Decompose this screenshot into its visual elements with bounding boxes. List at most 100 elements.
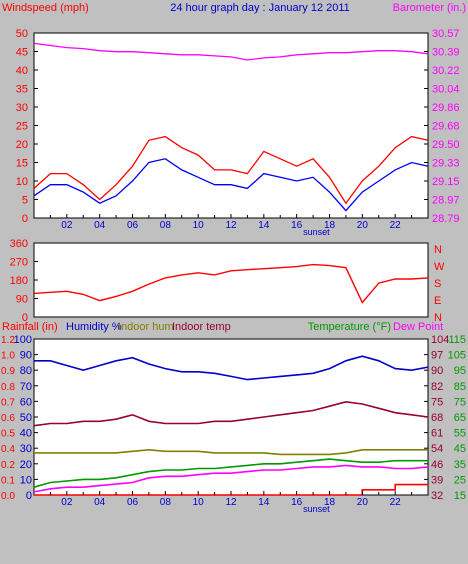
indoor-temp-tick-label: 82: [431, 381, 443, 393]
x-tick-label: 06: [127, 220, 139, 231]
compass-label: N: [434, 244, 442, 256]
rain-tick-label: 0.5: [1, 429, 15, 440]
direction-tick-label: 180: [10, 275, 28, 287]
indoor-temp-tick-label: 97: [431, 350, 443, 362]
x-tick-label: 08: [160, 497, 172, 508]
humidity-tick-label: 50: [20, 412, 32, 424]
indoor-temp-tick-label: 32: [431, 490, 443, 502]
barometer-tick-label: 30.04: [432, 84, 460, 96]
x-tick-label: 14: [258, 497, 270, 508]
barometer-line: [33, 42, 429, 61]
rain-tick-label: 0.7: [1, 397, 15, 408]
rain-tick-label: 0.8: [1, 382, 15, 393]
sunset-annotation: sunset: [303, 227, 330, 237]
direction-tick-label: 0: [22, 312, 28, 324]
indoor-humidity-line: [34, 448, 428, 456]
humidity-tick-label: 40: [20, 428, 32, 440]
humidity-tick-label: 10: [20, 474, 32, 486]
x-tick-label: 22: [390, 497, 402, 508]
x-tick-label: 06: [127, 497, 139, 508]
dew-point-line: [33, 464, 429, 493]
temperature-tick-label: 105: [448, 350, 466, 362]
x-tick-label: 16: [291, 220, 303, 231]
indoor-temp-tick-label: 104: [431, 334, 449, 346]
chart-title: 24 hour graph day : January 12 2011: [170, 2, 350, 14]
windspeed-tick-label: 35: [16, 84, 28, 96]
windspeed-average-line: [33, 158, 429, 212]
plot-area: [33, 32, 429, 219]
x-tick-label: 16: [291, 497, 303, 508]
temperature-line: [33, 458, 428, 488]
x-tick-label: 04: [94, 220, 106, 231]
temperature-tick-label: 25: [454, 474, 466, 486]
temperature-tick-label: 85: [454, 381, 466, 393]
humidity-tick-label: 60: [20, 396, 32, 408]
x-tick-label: 10: [193, 497, 205, 508]
windspeed-tick-label: 50: [16, 28, 28, 40]
x-tick-label: 02: [61, 497, 73, 508]
barometer-tick-label: 28.79: [432, 213, 460, 225]
x-tick-label: 10: [193, 220, 205, 231]
x-tick-label: 14: [258, 220, 270, 231]
x-tick-label: 22: [390, 220, 402, 231]
legend-indoor-hum: Indoor hum: [118, 321, 174, 333]
barometer-tick-label: 29.15: [432, 176, 460, 188]
barometer-tick-label: 29.33: [432, 158, 460, 170]
temperature-tick-label: 75: [454, 396, 466, 408]
compass-label: S: [434, 278, 441, 290]
rain-tick-label: 1.0: [1, 351, 15, 362]
x-tick-label: 02: [61, 220, 73, 231]
windspeed-axis-title: Windspeed (mph): [2, 2, 89, 14]
indoor-temp-tick-label: 90: [431, 365, 443, 377]
x-tick-label: 18: [324, 220, 336, 231]
rain-tick-label: 0.2: [1, 460, 15, 471]
temperature-tick-label: 115: [448, 334, 466, 346]
indoor-temp-tick-label: 39: [431, 474, 443, 486]
windspeed-tick-label: 40: [16, 65, 28, 77]
windspeed-tick-label: 25: [16, 121, 28, 133]
indoor-temp-tick-label: 68: [431, 412, 443, 424]
humidity-tick-label: 30: [20, 443, 32, 455]
windspeed-gust-line: [33, 135, 429, 205]
temperature-tick-label: 45: [454, 443, 466, 455]
windspeed-tick-label: 15: [16, 158, 28, 170]
compass-label: W: [434, 261, 445, 273]
barometer-tick-label: 29.86: [432, 102, 460, 114]
legend-dew-point: Dew Point: [393, 321, 443, 333]
wind-direction-line: [33, 263, 429, 304]
x-tick-label: 20: [357, 220, 369, 231]
x-tick-label: 08: [160, 220, 172, 231]
rain-tick-label: 0.9: [1, 366, 15, 377]
humidity-tick-label: 70: [20, 381, 32, 393]
compass-label: N: [434, 312, 442, 324]
temperature-tick-label: 65: [454, 412, 466, 424]
temperature-tick-label: 95: [454, 365, 466, 377]
humidity-temperature-panel: 0.0 0 32 15 0.1 10 39 25 0.2 20 46 35 0.4 30 54 45 0.5 40…: [1, 334, 466, 514]
indoor-temp-line: [33, 400, 429, 427]
legend-rainfall: Rainfall (in): [2, 321, 58, 333]
rain-tick-label: 0.6: [1, 413, 15, 424]
plot-area: [33, 242, 429, 318]
humidity-tick-label: 20: [20, 459, 32, 471]
indoor-temp-tick-label: 54: [431, 443, 443, 455]
rain-tick-label: 1.2: [1, 335, 15, 346]
barometer-tick-label: 30.22: [432, 65, 460, 77]
windspeed-tick-label: 20: [16, 139, 28, 151]
barometer-tick-label: 29.50: [432, 139, 460, 151]
barometer-tick-label: 30.57: [432, 28, 460, 40]
windspeed-tick-label: 30: [16, 102, 28, 114]
direction-tick-label: 90: [16, 294, 28, 306]
barometer-tick-label: 29.68: [432, 121, 460, 133]
windspeed-tick-label: 0: [22, 213, 28, 225]
wind-barometer-panel: 0 5 10 15 20 25 30 35 40 45 50 28.79 28.97 29.15 29.33…: [16, 28, 460, 237]
rain-tick-label: 0.4: [1, 444, 15, 455]
indoor-temp-tick-label: 46: [431, 459, 443, 471]
windspeed-tick-label: 45: [16, 47, 28, 59]
humidity-line: [34, 355, 429, 381]
indoor-temp-tick-label: 61: [431, 428, 443, 440]
compass-label: E: [434, 295, 441, 307]
windspeed-tick-label: 10: [16, 176, 28, 188]
temperature-tick-label: 35: [454, 459, 466, 471]
